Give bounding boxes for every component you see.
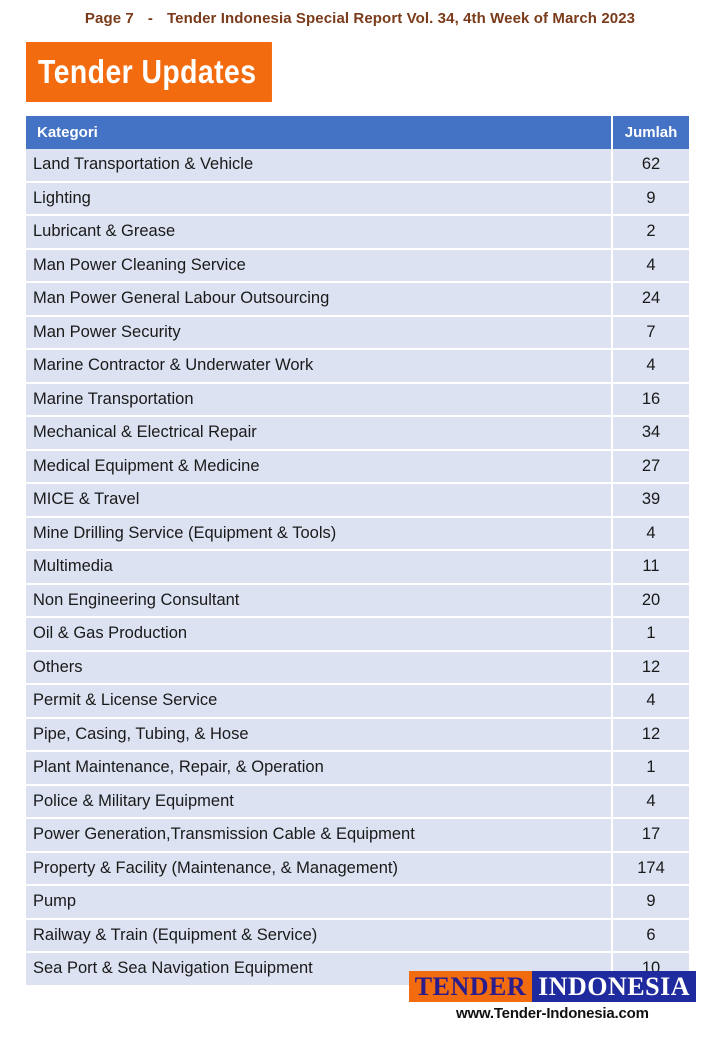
cell-kategori: Pipe, Casing, Tubing, & Hose bbox=[26, 717, 613, 752]
logo-tender-text: TENDER bbox=[408, 971, 533, 1002]
cell-jumlah: 16 bbox=[612, 382, 689, 417]
cell-jumlah: 4 bbox=[612, 684, 689, 719]
table-row: Marine Contractor & Underwater Work 4 bbox=[26, 349, 689, 384]
cell-kategori: Multimedia bbox=[26, 550, 613, 585]
cell-jumlah: 34 bbox=[612, 416, 689, 451]
table-row: Railway & Train (Equipment & Service) 6 bbox=[26, 918, 689, 953]
table-row: Lubricant & Grease 2 bbox=[26, 215, 689, 250]
cell-kategori: Power Generation,Transmission Cable & Eq… bbox=[26, 818, 613, 853]
table-row: Land Transportation & Vehicle 62 bbox=[26, 149, 689, 183]
cell-kategori: Man Power General Labour Outsourcing bbox=[26, 282, 613, 317]
cell-jumlah: 12 bbox=[612, 717, 689, 752]
cell-kategori: Plant Maintenance, Repair, & Operation bbox=[26, 751, 613, 786]
tender-updates-table-container: Kategori Jumlah Land Transportation & Ve… bbox=[26, 116, 689, 985]
table-row: Medical Equipment & Medicine 27 bbox=[26, 449, 689, 484]
cell-jumlah: 24 bbox=[612, 282, 689, 317]
page-number-label: Page 7 bbox=[84, 10, 134, 27]
table-row: Mechanical & Electrical Repair 34 bbox=[26, 416, 689, 451]
cell-jumlah: 39 bbox=[612, 483, 689, 518]
cell-kategori: Land Transportation & Vehicle bbox=[26, 149, 613, 183]
table-body: Land Transportation & Vehicle 62 Lighting 9… bbox=[26, 149, 689, 985]
cell-kategori: Marine Transportation bbox=[26, 382, 613, 417]
cell-kategori: Railway & Train (Equipment & Service) bbox=[26, 918, 613, 953]
table-row: Pump 9 bbox=[26, 885, 689, 920]
table-row: Others 12 bbox=[26, 650, 689, 685]
cell-kategori: Mine Drilling Service (Equipment & Tools… bbox=[26, 516, 613, 551]
logo-wordmark: TENDER INDONESIA bbox=[408, 971, 696, 1002]
cell-jumlah: 17 bbox=[612, 818, 689, 853]
logo-indonesia-text: INDONESIA bbox=[532, 971, 696, 1002]
table-row: Pipe, Casing, Tubing, & Hose 12 bbox=[26, 717, 689, 752]
cell-jumlah: 174 bbox=[612, 851, 689, 886]
table-row: Man Power General Labour Outsourcing 24 bbox=[26, 282, 689, 317]
cell-kategori: Mechanical & Electrical Repair bbox=[26, 416, 613, 451]
cell-jumlah: 1 bbox=[612, 617, 689, 652]
table-row: Man Power Cleaning Service 4 bbox=[26, 248, 689, 283]
table-row: Permit & License Service 4 bbox=[26, 684, 689, 719]
cell-kategori: Permit & License Service bbox=[26, 684, 613, 719]
cell-jumlah: 2 bbox=[612, 215, 689, 250]
column-header-jumlah: Jumlah bbox=[612, 116, 689, 149]
table-row: Police & Military Equipment 4 bbox=[26, 784, 689, 819]
banner-container: Tender Updates bbox=[0, 42, 720, 102]
table-row: Man Power Security 7 bbox=[26, 315, 689, 350]
table-row: Plant Maintenance, Repair, & Operation 1 bbox=[26, 751, 689, 786]
cell-jumlah: 20 bbox=[612, 583, 689, 618]
cell-kategori: Pump bbox=[26, 885, 613, 920]
report-title: Tender Indonesia Special Report Vol. 34,… bbox=[166, 10, 636, 27]
cell-jumlah: 62 bbox=[612, 149, 689, 183]
tender-updates-table: Kategori Jumlah Land Transportation & Ve… bbox=[26, 116, 689, 985]
cell-kategori: Lubricant & Grease bbox=[26, 215, 613, 250]
table-row: Oil & Gas Production 1 bbox=[26, 617, 689, 652]
cell-jumlah: 4 bbox=[612, 516, 689, 551]
table-row: Multimedia 11 bbox=[26, 550, 689, 585]
cell-kategori: Non Engineering Consultant bbox=[26, 583, 613, 618]
cell-jumlah: 4 bbox=[612, 784, 689, 819]
page-title: Tender Updates bbox=[26, 42, 272, 102]
cell-jumlah: 27 bbox=[612, 449, 689, 484]
cell-jumlah: 12 bbox=[612, 650, 689, 685]
cell-kategori: Oil & Gas Production bbox=[26, 617, 613, 652]
header-separator: - bbox=[147, 10, 153, 27]
cell-kategori: Marine Contractor & Underwater Work bbox=[26, 349, 613, 384]
cell-kategori: Medical Equipment & Medicine bbox=[26, 449, 613, 484]
table-row: MICE & Travel 39 bbox=[26, 483, 689, 518]
table-row: Marine Transportation 16 bbox=[26, 382, 689, 417]
table-row: Property & Facility (Maintenance, & Mana… bbox=[26, 851, 689, 886]
cell-jumlah: 9 bbox=[612, 181, 689, 216]
table-row: Lighting 9 bbox=[26, 181, 689, 216]
table-row: Non Engineering Consultant 20 bbox=[26, 583, 689, 618]
website-url: www.Tender-Indonesia.com bbox=[456, 1005, 649, 1022]
cell-jumlah: 7 bbox=[612, 315, 689, 350]
page-header: Page 7- Tender Indonesia Special Report V… bbox=[0, 0, 720, 27]
table-row: Power Generation,Transmission Cable & Eq… bbox=[26, 818, 689, 853]
cell-kategori: Others bbox=[26, 650, 613, 685]
cell-kategori: Lighting bbox=[26, 181, 613, 216]
table-row: Mine Drilling Service (Equipment & Tools… bbox=[26, 516, 689, 551]
cell-jumlah: 11 bbox=[612, 550, 689, 585]
cell-kategori: Police & Military Equipment bbox=[26, 784, 613, 819]
cell-jumlah: 6 bbox=[612, 918, 689, 953]
cell-kategori: Man Power Security bbox=[26, 315, 613, 350]
footer-logo: TENDER INDONESIA www.Tender-Indonesia.co… bbox=[408, 971, 696, 1022]
cell-kategori: Man Power Cleaning Service bbox=[26, 248, 613, 283]
table-header: Kategori Jumlah bbox=[26, 116, 689, 149]
cell-jumlah: 4 bbox=[612, 349, 689, 384]
table-header-row: Kategori Jumlah bbox=[26, 116, 689, 149]
cell-kategori: Property & Facility (Maintenance, & Mana… bbox=[26, 851, 613, 886]
column-header-kategori: Kategori bbox=[26, 116, 613, 149]
cell-jumlah: 9 bbox=[612, 885, 689, 920]
cell-kategori: MICE & Travel bbox=[26, 483, 613, 518]
cell-jumlah: 1 bbox=[612, 751, 689, 786]
cell-jumlah: 4 bbox=[612, 248, 689, 283]
